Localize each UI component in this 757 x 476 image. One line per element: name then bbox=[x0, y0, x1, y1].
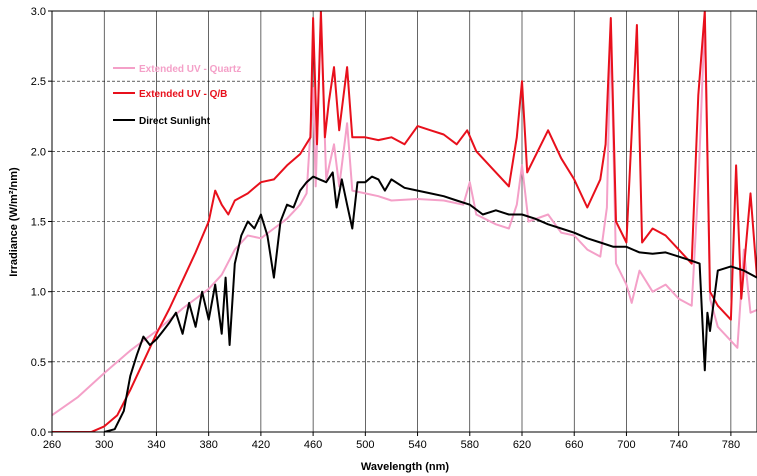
legend: Extended UV - Quartz Extended UV - Q/B Dir… bbox=[113, 64, 241, 127]
series-line-1 bbox=[52, 11, 757, 432]
y-tick-label: 1.0 bbox=[31, 287, 46, 299]
x-tick-label: 580 bbox=[461, 439, 479, 451]
x-tick-label: 660 bbox=[565, 439, 583, 451]
y-tick-label: 2.5 bbox=[31, 76, 46, 88]
x-tick-label: 380 bbox=[199, 439, 217, 451]
legend-label-2: Direct Sunlight bbox=[139, 116, 211, 127]
x-tick-label: 780 bbox=[722, 439, 740, 451]
tick-labels: 260 300 340 380 420 460 500 540 580 620 660 700 740 7… bbox=[31, 6, 740, 451]
x-tick-label: 740 bbox=[669, 439, 687, 451]
y-tick-label: 3.0 bbox=[31, 6, 46, 18]
x-tick-label: 420 bbox=[252, 439, 270, 451]
legend-label-1: Extended UV - Q/B bbox=[139, 89, 227, 100]
grid bbox=[52, 11, 757, 432]
x-tick-label: 260 bbox=[43, 439, 61, 451]
x-tick-label: 300 bbox=[95, 439, 113, 451]
x-tick-label: 700 bbox=[617, 439, 635, 451]
series-layer bbox=[52, 11, 757, 432]
y-axis-title: Irradiance (W/m²/nm) bbox=[8, 167, 20, 277]
x-tick-label: 500 bbox=[356, 439, 374, 451]
series-line-0 bbox=[52, 17, 757, 417]
y-tick-label: 0.0 bbox=[31, 427, 46, 439]
series-line-2 bbox=[103, 171, 757, 432]
y-tick-label: 1.5 bbox=[31, 217, 46, 229]
y-tick-label: 0.5 bbox=[31, 357, 46, 369]
x-tick-label: 620 bbox=[513, 439, 531, 451]
x-tick-label: 460 bbox=[304, 439, 322, 451]
x-axis-title: Wavelength (nm) bbox=[361, 461, 450, 473]
x-tick-label: 540 bbox=[408, 439, 426, 451]
y-tick-label: 2.0 bbox=[31, 146, 46, 158]
x-tick-label: 340 bbox=[147, 439, 165, 451]
legend-label-0: Extended UV - Quartz bbox=[139, 64, 241, 75]
